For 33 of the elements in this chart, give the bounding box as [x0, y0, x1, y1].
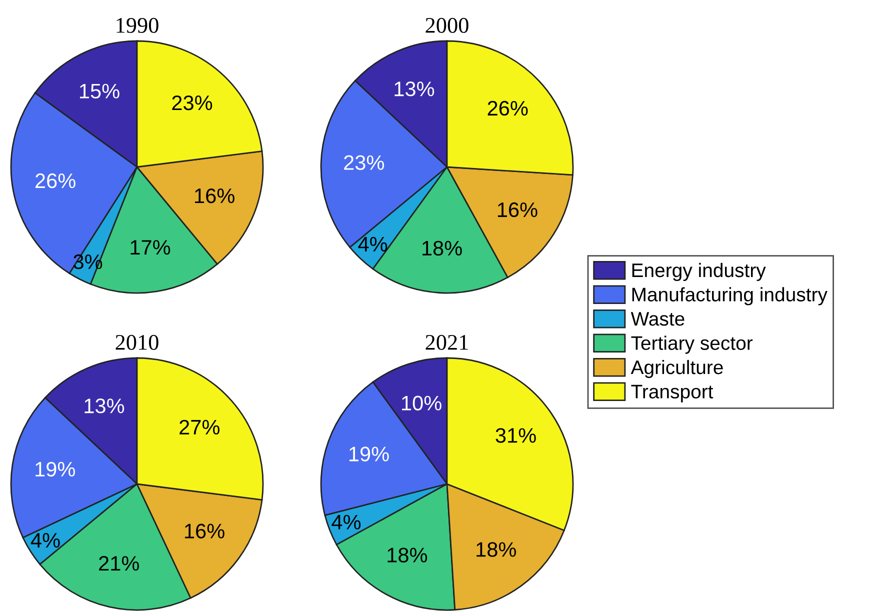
chart-title: 2021 [426, 334, 468, 350]
legend-label: Manufacturing industry [632, 287, 828, 306]
data-label: 23% [172, 95, 212, 110]
data-label: 21% [99, 556, 139, 571]
chart-title: 1990 [116, 18, 158, 33]
data-label: 4% [30, 532, 60, 548]
data-label: 13% [84, 398, 124, 414]
data-label: 26% [488, 100, 528, 116]
data-label: 16% [498, 202, 538, 218]
data-label: 17% [130, 240, 170, 255]
chart-title: 2010 [116, 334, 158, 350]
data-label: 26% [36, 173, 76, 188]
data-label: 31% [496, 428, 536, 443]
legend-label: Transport [631, 384, 714, 402]
data-label: 16% [195, 188, 234, 204]
legend-label: Tertiary sector [631, 336, 753, 354]
data-label: 18% [388, 548, 428, 562]
data-label: 27% [180, 420, 220, 435]
data-label: 4% [358, 236, 388, 252]
legend-label: Waste [630, 312, 684, 326]
data-label: 18% [422, 240, 462, 256]
data-label: 19% [36, 462, 75, 477]
data-label: 16% [185, 524, 224, 538]
data-label: 19% [349, 446, 389, 462]
data-label: 23% [344, 155, 384, 170]
data-label: 15% [80, 84, 120, 98]
chart-title: 2000 [426, 18, 468, 33]
data-label: 10% [402, 396, 442, 411]
data-label: 4% [332, 514, 361, 530]
data-label: 13% [394, 82, 434, 96]
data-label: 18% [476, 542, 516, 557]
legend-label: Agriculture [630, 360, 723, 378]
legend-label: Energy industry [632, 262, 766, 282]
